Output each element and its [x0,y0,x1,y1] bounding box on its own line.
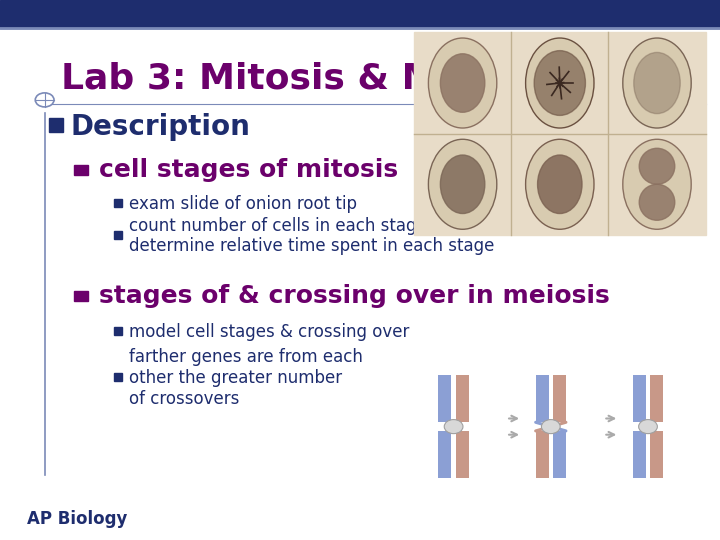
Ellipse shape [441,54,485,112]
Bar [114,373,122,381]
Ellipse shape [526,139,594,230]
Polygon shape [553,375,566,422]
Polygon shape [536,431,549,478]
Circle shape [639,420,657,434]
Bar [114,327,122,335]
Text: farther genes are from each
other the greater number
of crossovers: farther genes are from each other the gr… [129,348,363,408]
Polygon shape [650,375,663,422]
Ellipse shape [639,148,675,184]
Bar [0,0,720,28]
Bar [114,231,122,239]
Polygon shape [456,431,469,478]
Text: model cell stages & crossing over: model cell stages & crossing over [129,323,409,341]
Polygon shape [456,375,469,422]
Text: Description: Description [71,113,251,141]
Polygon shape [553,431,566,478]
Text: exam slide of onion root tip: exam slide of onion root tip [129,195,357,213]
Bar [49,118,63,132]
Text: count number of cells in each stage to
determine relative time spent in each sta: count number of cells in each stage to d… [129,217,494,255]
Text: cell stages of mitosis: cell stages of mitosis [99,158,398,182]
Circle shape [35,93,54,107]
Circle shape [541,420,560,434]
Text: stages of & crossing over in meiosis: stages of & crossing over in meiosis [99,284,610,308]
Polygon shape [438,431,451,478]
Ellipse shape [428,38,497,128]
Bar [114,199,122,207]
Ellipse shape [526,38,594,128]
Text: Lab 3: Mitosis & Meiosis: Lab 3: Mitosis & Meiosis [61,62,555,95]
Polygon shape [633,375,646,422]
Polygon shape [650,431,663,478]
Circle shape [444,420,463,434]
Bar [414,32,706,235]
Ellipse shape [639,184,675,220]
Ellipse shape [428,139,497,230]
Ellipse shape [623,139,691,230]
Polygon shape [536,375,549,422]
Ellipse shape [441,155,485,213]
Ellipse shape [534,51,585,116]
Ellipse shape [538,155,582,213]
Polygon shape [633,431,646,478]
Polygon shape [438,375,451,422]
Ellipse shape [623,38,691,128]
Ellipse shape [634,52,680,113]
Text: AP Biology: AP Biology [27,510,127,529]
